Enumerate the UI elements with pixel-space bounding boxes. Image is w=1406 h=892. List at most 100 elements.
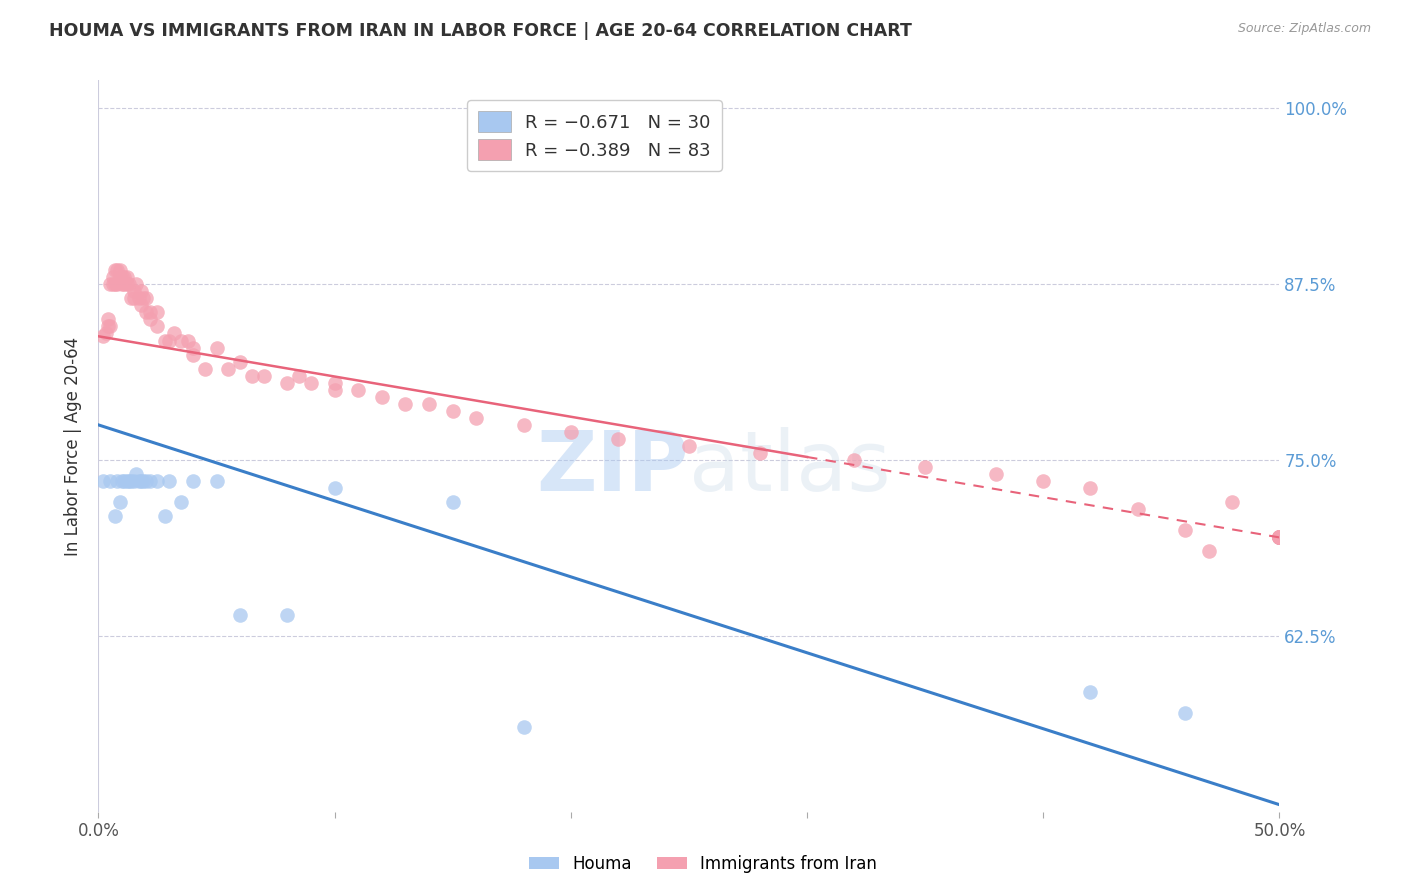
Point xyxy=(105,277,128,292)
Point xyxy=(253,368,276,383)
Text: HOUMA VS IMMIGRANTS FROM IRAN IN LABOR FORCE | AGE 20-64 CORRELATION CHART: HOUMA VS IMMIGRANTS FROM IRAN IN LABOR F… xyxy=(49,22,912,40)
Point xyxy=(163,326,186,341)
Point xyxy=(1268,530,1291,544)
Point xyxy=(94,326,117,341)
Point xyxy=(146,305,169,319)
Point xyxy=(122,285,145,299)
Point xyxy=(1268,530,1291,544)
Point xyxy=(112,474,135,488)
Point xyxy=(121,474,143,488)
Point xyxy=(139,312,162,326)
Text: ZIP: ZIP xyxy=(537,427,689,508)
Point xyxy=(98,319,121,334)
Point xyxy=(129,285,152,299)
Point xyxy=(122,291,145,305)
Point xyxy=(104,509,127,524)
Point xyxy=(122,474,145,488)
Point xyxy=(108,270,131,285)
Point xyxy=(441,404,464,418)
Point xyxy=(139,474,162,488)
Point xyxy=(512,720,534,734)
Point xyxy=(115,474,138,488)
Point xyxy=(153,509,176,524)
Point xyxy=(125,277,148,292)
Point xyxy=(135,305,157,319)
Point xyxy=(512,417,534,432)
Text: Source: ZipAtlas.com: Source: ZipAtlas.com xyxy=(1237,22,1371,36)
Point xyxy=(181,341,204,355)
Point xyxy=(194,361,217,376)
Point xyxy=(97,312,120,326)
Point xyxy=(108,495,131,509)
Point xyxy=(115,270,138,285)
Point xyxy=(276,607,298,622)
Point xyxy=(678,439,700,453)
Point xyxy=(115,277,138,292)
Point xyxy=(91,329,114,343)
Point xyxy=(1268,530,1291,544)
Point xyxy=(844,453,866,467)
Point xyxy=(418,397,440,411)
Point xyxy=(217,361,239,376)
Point xyxy=(170,334,193,348)
Point xyxy=(129,298,152,312)
Point xyxy=(1268,530,1291,544)
Point xyxy=(139,305,162,319)
Point xyxy=(146,319,169,334)
Point xyxy=(101,270,124,285)
Point xyxy=(112,270,135,285)
Point xyxy=(105,263,128,277)
Point xyxy=(91,474,114,488)
Point xyxy=(128,474,150,488)
Point xyxy=(1080,685,1102,699)
Legend: Houma, Immigrants from Iran: Houma, Immigrants from Iran xyxy=(522,848,884,880)
Point xyxy=(135,474,157,488)
Point xyxy=(205,474,228,488)
Point xyxy=(276,376,298,390)
Point xyxy=(560,425,582,439)
Point xyxy=(1080,481,1102,495)
Point xyxy=(97,319,120,334)
Point xyxy=(111,277,134,292)
Point xyxy=(104,263,127,277)
Point xyxy=(181,348,204,362)
Point xyxy=(108,263,131,277)
Point xyxy=(135,291,157,305)
Point xyxy=(132,474,155,488)
Point xyxy=(132,291,155,305)
Point xyxy=(240,368,263,383)
Point xyxy=(146,474,169,488)
Point xyxy=(111,474,134,488)
Point xyxy=(1268,530,1291,544)
Point xyxy=(112,277,135,292)
Point xyxy=(371,390,394,404)
Point xyxy=(157,474,180,488)
Point xyxy=(105,474,128,488)
Point xyxy=(1032,474,1054,488)
Y-axis label: In Labor Force | Age 20-64: In Labor Force | Age 20-64 xyxy=(63,336,82,556)
Point xyxy=(1268,530,1291,544)
Point xyxy=(1268,530,1291,544)
Point xyxy=(914,460,936,475)
Point xyxy=(1174,524,1197,538)
Point xyxy=(748,446,770,460)
Legend: R = −0.671   N = 30, R = −0.389   N = 83: R = −0.671 N = 30, R = −0.389 N = 83 xyxy=(467,100,721,171)
Point xyxy=(1268,530,1291,544)
Point xyxy=(1268,530,1291,544)
Point xyxy=(347,383,370,397)
Text: atlas: atlas xyxy=(689,427,890,508)
Point xyxy=(299,376,322,390)
Point xyxy=(98,277,121,292)
Point xyxy=(323,376,346,390)
Point xyxy=(125,467,148,482)
Point xyxy=(323,481,346,495)
Point xyxy=(205,341,228,355)
Point xyxy=(323,383,346,397)
Point xyxy=(441,495,464,509)
Point xyxy=(288,368,311,383)
Point xyxy=(98,474,121,488)
Point xyxy=(118,277,141,292)
Point xyxy=(104,277,127,292)
Point xyxy=(1198,544,1220,558)
Point xyxy=(465,410,488,425)
